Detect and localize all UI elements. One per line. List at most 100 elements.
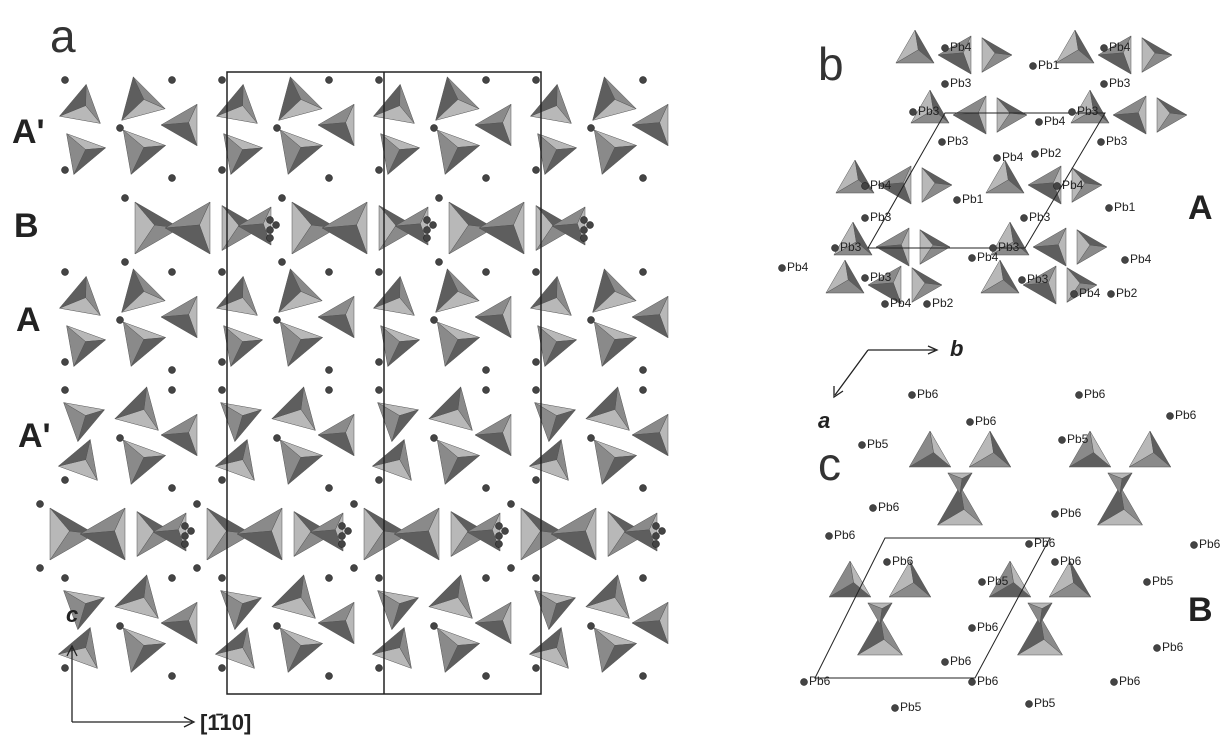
atom <box>62 387 69 394</box>
atom <box>62 359 69 366</box>
atom <box>431 623 438 630</box>
atom <box>533 477 540 484</box>
atom <box>424 227 431 234</box>
atom <box>910 109 917 116</box>
atom-label: Pb6 <box>892 554 914 568</box>
atom <box>424 235 431 242</box>
atom <box>882 301 889 308</box>
atom <box>1019 277 1026 284</box>
atom-label: Pb6 <box>1034 536 1056 550</box>
atom <box>862 215 869 222</box>
atom <box>653 523 660 530</box>
atom <box>1054 183 1061 190</box>
atom-label: Pb4 <box>870 178 892 192</box>
atom-label: Pb6 <box>809 674 831 688</box>
atom-label: Pb6 <box>878 500 900 514</box>
atom <box>182 541 189 548</box>
atom <box>339 541 346 548</box>
atom <box>219 359 226 366</box>
atom <box>219 477 226 484</box>
atom-label: Pb3 <box>947 134 969 148</box>
atom-label: Pb1 <box>962 192 984 206</box>
atom <box>431 125 438 132</box>
atom <box>483 367 490 374</box>
atom <box>640 673 647 680</box>
atom <box>483 77 490 84</box>
atom <box>62 665 69 672</box>
atom-label: Pb4 <box>1002 150 1024 164</box>
atom-label: Pb4 <box>977 250 999 264</box>
atom <box>581 217 588 224</box>
atom <box>859 442 866 449</box>
atom <box>581 235 588 242</box>
atom <box>169 673 176 680</box>
atom <box>219 665 226 672</box>
atom <box>376 167 383 174</box>
atom-label: Pb2 <box>1040 146 1062 160</box>
atom <box>326 485 333 492</box>
atom <box>117 317 124 324</box>
atom <box>1191 542 1198 549</box>
layer-label: A <box>1188 189 1213 227</box>
atom <box>909 392 916 399</box>
atom <box>326 367 333 374</box>
atom <box>1122 257 1129 264</box>
atom-label: Pb1 <box>1114 200 1136 214</box>
atom <box>832 245 839 252</box>
atom <box>273 222 280 229</box>
layer-label: B <box>14 207 39 245</box>
atom <box>351 501 358 508</box>
atom <box>502 528 509 535</box>
atom <box>969 255 976 262</box>
atom-label: Pb6 <box>1119 674 1141 688</box>
atom <box>1030 63 1037 70</box>
atom <box>496 523 503 530</box>
atom <box>653 533 660 540</box>
atom <box>640 387 647 394</box>
atom-label: Pb3 <box>1077 104 1099 118</box>
atom <box>219 77 226 84</box>
atom-label: Pb4 <box>1109 40 1131 54</box>
atom <box>169 269 176 276</box>
figure: a b c A' B A A' A B c [1̄10] b a Pb4Pb4P… <box>0 0 1227 742</box>
atom <box>1071 291 1078 298</box>
panel-label: a <box>50 10 76 62</box>
atom <box>436 259 443 266</box>
atom <box>588 623 595 630</box>
atom <box>483 387 490 394</box>
atom <box>588 435 595 442</box>
layer-label: A <box>16 301 41 339</box>
atom <box>117 623 124 630</box>
atom <box>431 435 438 442</box>
atom <box>1101 45 1108 52</box>
atom <box>339 533 346 540</box>
atom <box>779 265 786 272</box>
atom <box>1111 679 1118 686</box>
atom <box>122 195 129 202</box>
atom <box>1108 291 1115 298</box>
atom <box>483 673 490 680</box>
atom <box>1069 109 1076 116</box>
atom <box>274 125 281 132</box>
atom <box>969 625 976 632</box>
atom-label: Pb4 <box>787 260 809 274</box>
atom <box>376 359 383 366</box>
atom-label: Pb3 <box>918 104 940 118</box>
atom-label: Pb3 <box>1106 134 1128 148</box>
atom <box>801 679 808 686</box>
atom <box>62 269 69 276</box>
atom <box>436 195 443 202</box>
atom-label: Pb3 <box>950 76 972 90</box>
atom <box>169 367 176 374</box>
atom <box>483 575 490 582</box>
atom-label: Pb4 <box>1130 252 1152 266</box>
atom <box>870 505 877 512</box>
atom <box>640 77 647 84</box>
atom-label: Pb4 <box>890 296 912 310</box>
atom <box>169 77 176 84</box>
atom <box>640 485 647 492</box>
atom-label: Pb5 <box>900 700 922 714</box>
atom <box>1052 559 1059 566</box>
atom <box>994 155 1001 162</box>
atom <box>339 523 346 530</box>
